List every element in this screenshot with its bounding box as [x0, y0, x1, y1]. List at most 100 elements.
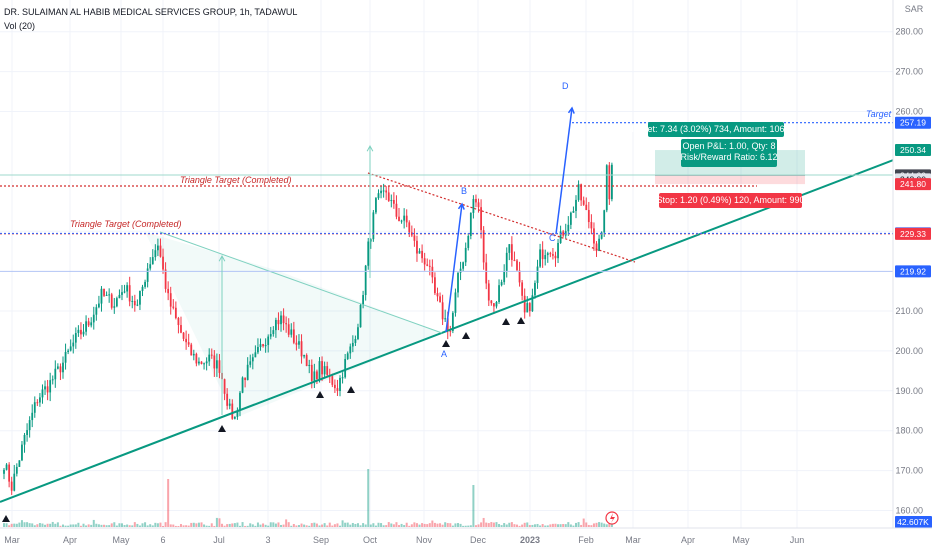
volume-bar — [123, 525, 126, 527]
candle-body — [41, 389, 44, 398]
candle — [523, 288, 526, 319]
volume-bar — [513, 524, 516, 527]
volume-bar — [426, 524, 429, 527]
volume-bar — [600, 522, 603, 527]
target-info-box-text: Target: 7.34 (3.02%) 734, Amount: 1061.1… — [630, 124, 802, 134]
candle — [346, 351, 349, 361]
drawings[interactable] — [0, 106, 897, 522]
volume-bar — [167, 479, 170, 527]
volume-bar — [64, 525, 67, 527]
candle-body — [149, 264, 152, 269]
candle-body — [521, 282, 524, 296]
candle-body — [85, 321, 87, 332]
volume-bar — [562, 524, 565, 527]
candle — [231, 399, 234, 420]
volume-bar — [282, 524, 285, 527]
volume-bar — [262, 523, 265, 527]
pivot-marker — [502, 318, 510, 325]
measure-arrow-1 — [218, 254, 226, 415]
candle-body — [608, 165, 611, 200]
symbol-title[interactable]: DR. SULAIMAN AL HABIB MEDICAL SERVICES G… — [4, 7, 298, 17]
volume-bar — [469, 525, 472, 527]
candle — [144, 279, 146, 289]
volume-bar — [90, 524, 93, 527]
candle — [416, 235, 418, 262]
candle — [210, 348, 213, 359]
candle-body — [226, 393, 229, 406]
candle — [410, 225, 413, 238]
candle-body — [500, 282, 503, 286]
candle-body — [544, 255, 547, 260]
volume-bar — [305, 525, 308, 527]
candle — [587, 201, 590, 229]
candle — [251, 353, 254, 370]
candle-body — [567, 224, 570, 232]
candle-body — [21, 444, 23, 461]
candle-body — [215, 360, 218, 369]
candle-body — [413, 235, 416, 241]
candle-body — [54, 368, 57, 380]
candle-body — [410, 232, 413, 236]
volume-bar — [290, 525, 293, 527]
candle — [149, 257, 152, 271]
candle — [259, 338, 262, 351]
candle — [198, 357, 200, 366]
candle-body — [390, 199, 393, 201]
volume-bar — [251, 524, 254, 527]
candle-body — [603, 210, 606, 233]
candle-body — [305, 355, 308, 367]
candle-body — [269, 334, 272, 337]
volume-bar — [77, 522, 80, 527]
candle — [223, 378, 226, 401]
candle-body — [572, 210, 575, 213]
candle — [577, 180, 580, 202]
candle-body — [251, 357, 254, 362]
volume-bar — [564, 524, 567, 527]
candle-body — [198, 361, 200, 364]
candle-body — [464, 247, 467, 263]
candle — [308, 359, 311, 374]
candle — [359, 303, 362, 328]
time-tick: Apr — [63, 535, 77, 545]
candle-body — [552, 254, 554, 256]
candle-body — [192, 353, 195, 356]
time-tick: May — [732, 535, 750, 545]
volume-bar — [362, 523, 365, 527]
candle — [300, 334, 303, 364]
candle-body — [339, 377, 341, 391]
volume-bar — [577, 522, 580, 527]
volume-bar — [605, 524, 608, 527]
candle — [313, 363, 316, 388]
volume-bar — [85, 525, 88, 527]
volume-indicator-label[interactable]: Vol (20) — [4, 21, 36, 31]
candle-body — [77, 329, 80, 334]
candle-body — [510, 244, 513, 260]
candle — [51, 375, 54, 385]
volume-bar — [390, 523, 393, 527]
volume-bar — [87, 524, 90, 527]
volume-bar — [351, 522, 354, 527]
candle-body — [290, 329, 293, 335]
candle-body — [462, 262, 465, 269]
candle — [64, 343, 67, 370]
candle-body — [162, 256, 164, 270]
candle-body — [23, 435, 26, 445]
candle-body — [357, 327, 359, 339]
candle-body — [577, 184, 580, 200]
volume-bar — [154, 522, 157, 527]
candle — [274, 317, 277, 338]
candle — [495, 300, 498, 309]
volume-bar — [582, 518, 585, 527]
volume-bar — [372, 523, 375, 527]
volume-bar — [344, 522, 347, 527]
candle-body — [164, 269, 167, 289]
point-a-label: A — [441, 349, 447, 359]
candle-body — [326, 366, 329, 375]
volume-bar — [97, 524, 100, 527]
volume-bar — [377, 522, 380, 527]
stop-info-box: Stop: 1.20 (0.49%) 120, Amount: 990 — [656, 193, 805, 208]
volume-bar — [467, 525, 470, 527]
volume-bar — [164, 522, 167, 527]
